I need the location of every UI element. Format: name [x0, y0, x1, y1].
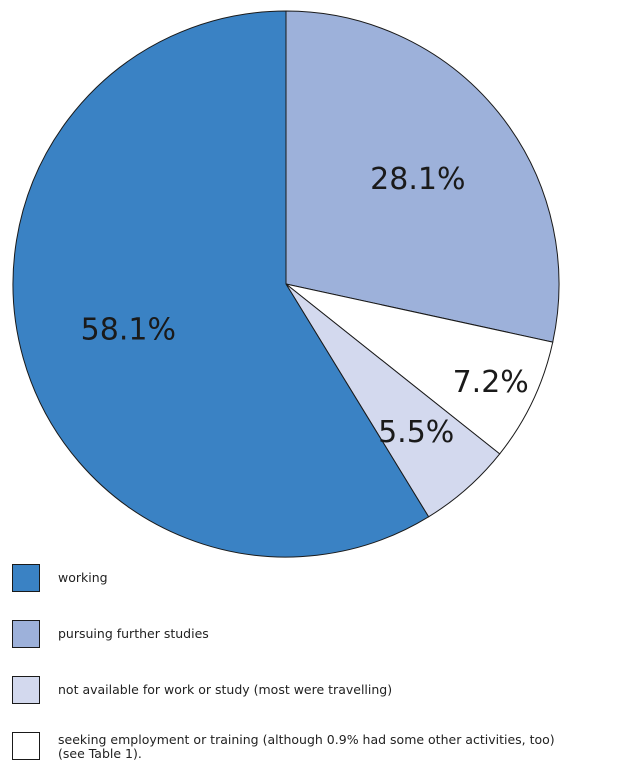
- legend-swatch-further-studies: [12, 620, 40, 648]
- chart-legend: working pursuing further studies not ava…: [12, 564, 612, 761]
- pie-slice-0: [285, 10, 560, 343]
- legend-item-not-available: not available for work or study (most we…: [12, 676, 612, 704]
- legend-swatch-working: [12, 564, 40, 592]
- legend-item-further-studies: pursuing further studies: [12, 620, 612, 648]
- legend-swatch-not-available: [12, 676, 40, 704]
- pie-slice-3: [12, 10, 430, 558]
- pie-slice-label-2: 5.5%: [378, 415, 454, 450]
- legend-label-further-studies: pursuing further studies: [58, 626, 209, 641]
- legend-item-working: working: [12, 564, 612, 592]
- legend-swatch-seeking-employment: [12, 732, 40, 760]
- legend-label-seeking-employment: seeking employment or training (although…: [58, 733, 555, 761]
- legend-label-not-available: not available for work or study (most we…: [58, 682, 393, 697]
- pie-slice-label-3: 58.1%: [81, 312, 176, 347]
- pie-slice-label-0: 28.1%: [370, 162, 465, 197]
- pie-slice-1: [285, 283, 554, 455]
- pie-slice-label-1: 7.2%: [453, 365, 529, 400]
- pie-chart: 28.1% 7.2% 5.5% 58.1%: [12, 10, 560, 558]
- pie-slices: [12, 10, 560, 558]
- legend-item-seeking-employment: seeking employment or training (although…: [12, 732, 612, 761]
- legend-label-seeking-employment-line2: (see Table 1).: [58, 746, 142, 761]
- legend-label-working: working: [58, 570, 108, 585]
- pie-labels: 28.1% 7.2% 5.5% 58.1%: [81, 162, 529, 450]
- legend-label-seeking-employment-line1: seeking employment or training (although…: [58, 732, 555, 747]
